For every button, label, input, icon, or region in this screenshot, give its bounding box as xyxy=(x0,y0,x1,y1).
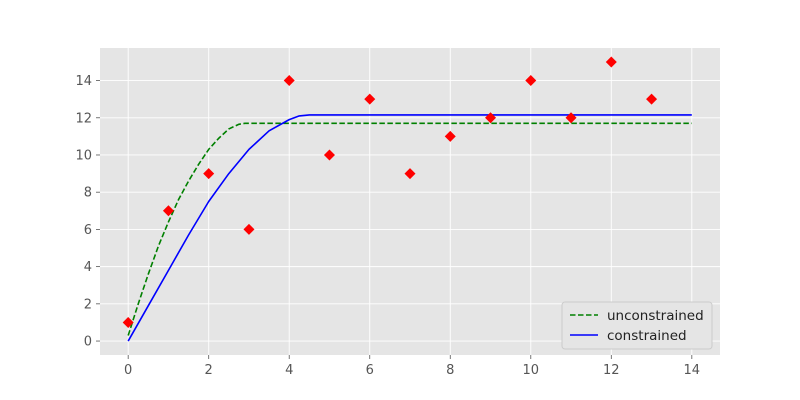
x-tick-label: 8 xyxy=(446,363,454,378)
axis-ticks: 0 2 4 6 8 10 12 14 0 2 4 6 8 10 12 14 xyxy=(75,74,700,378)
x-tick-label: 2 xyxy=(205,363,213,378)
y-tick-label: 12 xyxy=(75,111,92,126)
scatter-point xyxy=(323,149,335,161)
legend-box xyxy=(561,301,713,350)
scatter-point xyxy=(485,112,497,124)
scatter-point xyxy=(565,112,577,124)
scatter-point xyxy=(162,205,174,217)
y-tick-label: 8 xyxy=(84,186,92,201)
legend: unconstrained constrained xyxy=(561,301,713,350)
scatter-point xyxy=(122,316,134,328)
y-tick-label: 14 xyxy=(75,74,92,89)
series-line-unconstrained xyxy=(127,122,692,336)
scatter-point xyxy=(525,75,537,87)
scatter-point xyxy=(283,75,295,87)
scatter-point xyxy=(203,168,215,180)
x-tick-label: 4 xyxy=(285,363,293,378)
x-tick-label: 14 xyxy=(684,363,701,378)
lines xyxy=(127,114,692,342)
y-tick-label: 10 xyxy=(75,148,92,163)
x-tick-label: 6 xyxy=(366,363,374,378)
scatter-point xyxy=(646,93,658,105)
x-tick-label: 0 xyxy=(124,363,132,378)
x-tick-label: 12 xyxy=(603,363,620,378)
y-tick-label: 0 xyxy=(84,335,92,350)
series-line-constrained xyxy=(127,114,692,342)
scatter-point xyxy=(243,223,255,235)
points xyxy=(122,56,658,328)
scatter-point xyxy=(364,93,376,105)
x-tick-label: 10 xyxy=(523,363,540,378)
scatter-point xyxy=(404,168,416,180)
y-tick-label: 6 xyxy=(84,223,92,238)
y-tick-label: 4 xyxy=(84,260,92,275)
y-tick-label: 2 xyxy=(84,297,92,312)
scatter-point xyxy=(444,130,456,142)
scatter-point xyxy=(605,56,617,68)
legend-label-constrained: constrained xyxy=(607,328,687,344)
legend-label-unconstrained: unconstrained xyxy=(607,308,704,324)
